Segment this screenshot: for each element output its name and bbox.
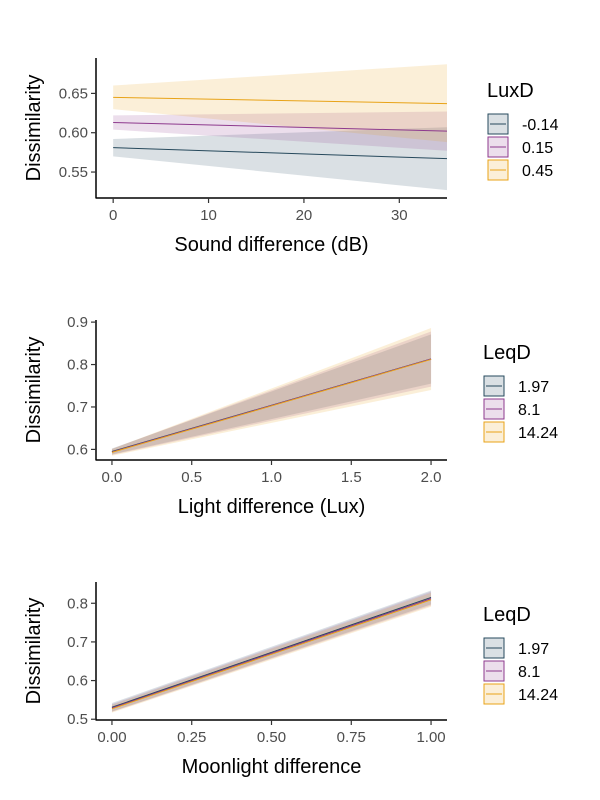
x-tick-label: 1.0 [261, 469, 282, 486]
confidence-band-1 [111, 334, 432, 455]
x-axis-title: Moonlight difference [182, 756, 362, 778]
legend-label: 0.45 [522, 163, 553, 180]
y-tick-label: 0.65 [59, 85, 88, 102]
series-line-2 [113, 121, 448, 132]
x-tick-label: 2.0 [421, 469, 442, 486]
legend-label: 8.1 [518, 402, 540, 419]
y-tick-label: 0.55 [59, 164, 88, 181]
legend-title: LeqD [483, 342, 531, 364]
x-tick-label: 0.25 [177, 729, 206, 746]
legend-label: 14.24 [518, 425, 558, 442]
y-axis-title: Dissimilarity [23, 337, 45, 444]
y-tick-label: 0.7 [67, 399, 88, 416]
x-tick-label: 20 [296, 207, 313, 224]
confidence-band-2 [113, 111, 447, 151]
x-tick-label: 1.00 [416, 729, 445, 746]
y-tick-label: 0.8 [67, 357, 88, 374]
legend-title: LuxD [487, 80, 534, 102]
legend-title: LeqD [483, 604, 531, 626]
legend-label: 8.1 [518, 664, 540, 681]
series-line-1 [111, 596, 432, 708]
legend: LeqD 1.97 8.1 14.24 [483, 342, 558, 443]
x-tick-label: 30 [391, 207, 408, 224]
confidence-band-2 [111, 331, 432, 455]
y-tick-label: 0.7 [67, 634, 88, 651]
x-tick-label: 1.5 [341, 469, 362, 486]
x-tick-label: 0.75 [337, 729, 366, 746]
legend-label: 0.15 [522, 140, 553, 157]
y-axis-title: Dissimilarity [23, 75, 45, 182]
confidence-band-3 [111, 328, 432, 456]
y-tick-label: 0.6 [67, 673, 88, 690]
y-axis-title: Dissimilarity [23, 598, 45, 705]
legend-label: 14.24 [518, 687, 558, 704]
y-tick-label: 0.8 [67, 595, 88, 612]
chart-panel-2: 0.0 0.5 1.0 1.5 2.0 0.6 0.7 0.8 0.9 Light differe… [23, 314, 558, 518]
confidence-band-1 [113, 127, 447, 191]
chart-panel-1: 0 10 20 30 0.55 0.60 0.65 Sound difference (dB)… [23, 58, 559, 256]
x-axis-title: Light difference (Lux) [178, 496, 366, 518]
series-line-3 [111, 599, 432, 710]
y-tick-label: 0.60 [59, 125, 88, 142]
x-axis-title: Sound difference (dB) [174, 234, 368, 256]
legend-label: -0.14 [522, 117, 559, 134]
series-line-3 [111, 358, 432, 453]
legend-label: 1.97 [518, 641, 549, 658]
legend-label: 1.97 [518, 379, 549, 396]
x-tick-label: 0.00 [97, 729, 126, 746]
legend: LeqD 1.97 8.1 14.24 [483, 604, 558, 705]
series-line-2 [111, 598, 432, 709]
y-tick-label: 0.6 [67, 441, 88, 458]
x-tick-label: 0.0 [102, 469, 123, 486]
x-tick-label: 0.50 [257, 729, 286, 746]
x-tick-label: 0.5 [181, 469, 202, 486]
y-tick-label: 0.9 [67, 314, 88, 331]
legend: LuxD -0.14 0.15 0.45 [487, 80, 559, 181]
chart-panel-3: 0.00 0.25 0.50 0.75 1.00 0.5 0.6 0.7 0.8 Moonligh… [23, 582, 558, 778]
series-line-3 [113, 96, 448, 105]
x-tick-label: 0 [109, 207, 117, 224]
y-tick-label: 0.5 [67, 711, 88, 728]
series-line-1 [113, 147, 448, 160]
confidence-band-3 [113, 64, 447, 143]
x-tick-label: 10 [200, 207, 217, 224]
